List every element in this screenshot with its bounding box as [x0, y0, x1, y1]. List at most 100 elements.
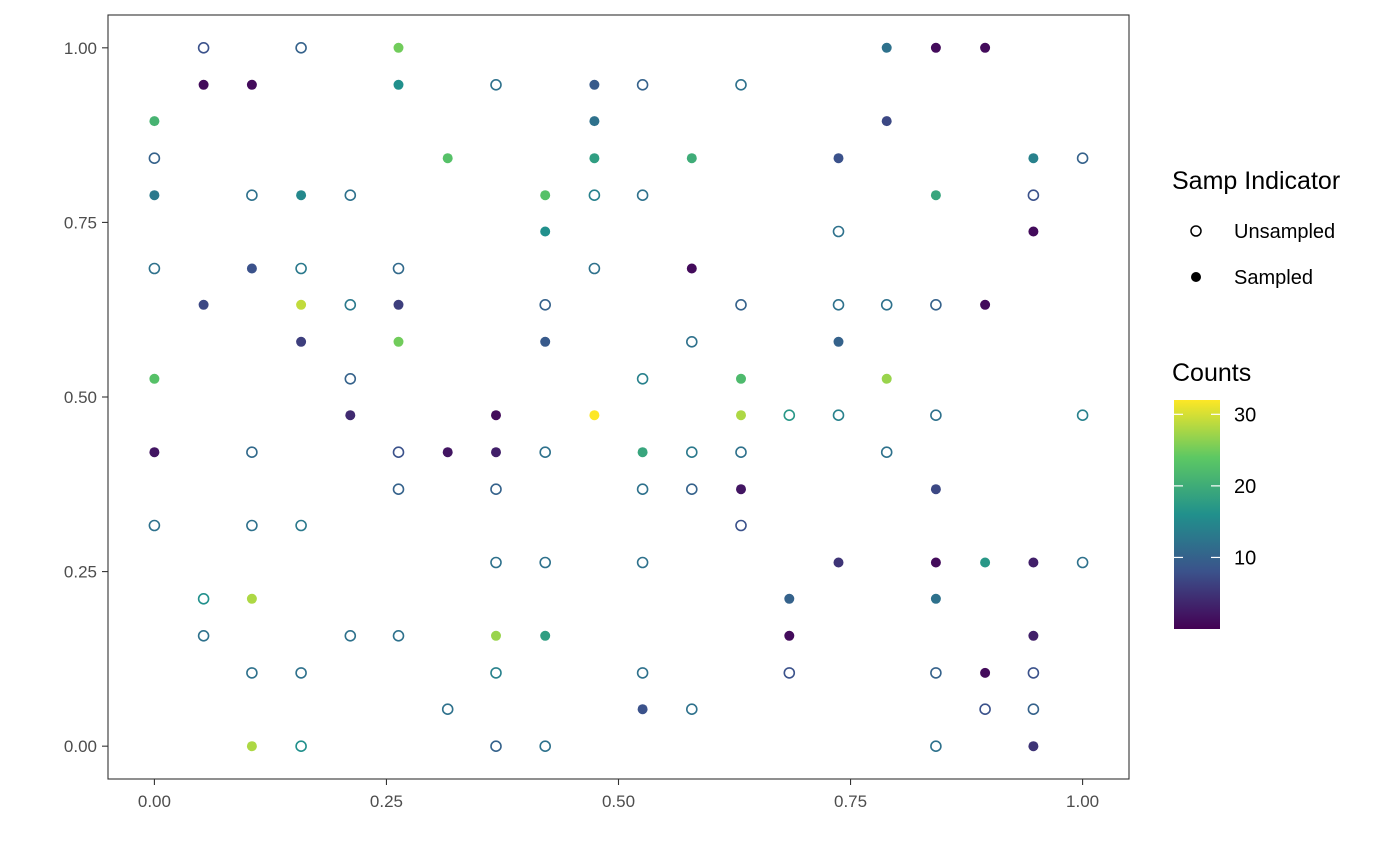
- data-point-67: [930, 409, 942, 422]
- colorbar-tick-label-1: 20: [1234, 476, 1256, 498]
- data-point-54: [685, 335, 698, 348]
- legend-key-sampled: [1191, 272, 1201, 282]
- data-point-123: [490, 740, 502, 753]
- data-point-69: [149, 447, 160, 458]
- y-tick-label-4: 1.00: [64, 39, 97, 58]
- y-tick-label-1: 0.25: [64, 563, 97, 582]
- data-point-29: [636, 189, 649, 201]
- data-point-4: [930, 42, 941, 53]
- plot-panel-border: [107, 14, 1130, 780]
- data-point-34: [1028, 226, 1039, 237]
- data-point-65: [783, 409, 796, 422]
- data-point-57: [344, 372, 357, 385]
- data-point-50: [980, 299, 991, 310]
- data-point-117: [637, 704, 648, 715]
- data-point-126: [1028, 741, 1039, 752]
- data-point-115: [1027, 667, 1040, 679]
- data-point-71: [392, 446, 405, 459]
- data-point-43: [344, 298, 357, 311]
- data-point-93: [930, 557, 941, 568]
- data-point-85: [148, 519, 161, 532]
- data-point-10: [589, 79, 600, 90]
- data-point-26: [344, 189, 357, 201]
- data-point-101: [197, 629, 210, 642]
- data-point-45: [539, 298, 552, 311]
- data-point-94: [980, 557, 991, 568]
- data-point-116: [441, 703, 454, 716]
- data-point-1: [295, 41, 307, 54]
- data-point-99: [784, 593, 795, 604]
- data-point-24: [246, 189, 258, 201]
- data-point-100: [930, 593, 941, 604]
- data-point-86: [246, 519, 258, 532]
- counts-legend-title: Counts: [1172, 359, 1251, 387]
- data-point-37: [295, 262, 307, 275]
- data-point-81: [636, 483, 649, 496]
- data-point-83: [736, 484, 746, 495]
- data-point-27: [540, 190, 551, 201]
- data-point-22: [1076, 152, 1089, 164]
- data-point-89: [490, 556, 502, 569]
- data-point-31: [1027, 189, 1040, 201]
- data-point-102: [344, 629, 357, 642]
- data-point-46: [735, 298, 747, 311]
- data-point-119: [979, 703, 991, 716]
- x-tick-label-2: 0.50: [602, 792, 635, 811]
- data-point-61: [345, 410, 356, 421]
- data-point-114: [980, 667, 991, 678]
- data-point-36: [246, 263, 257, 274]
- legend: Samp Indicator Unsampled Sampled Counts …: [1172, 167, 1340, 629]
- data-point-5: [980, 42, 991, 53]
- data-point-78: [880, 446, 893, 459]
- data-point-112: [783, 667, 796, 679]
- data-point-76: [685, 446, 698, 459]
- data-point-2: [393, 42, 404, 53]
- data-point-11: [636, 79, 649, 91]
- data-point-79: [392, 483, 405, 496]
- axes: 0.00 0.25 0.50 0.75 1.00 0.00 0.25 0.50 0.75 1.00: [64, 39, 1099, 811]
- data-point-82: [685, 483, 698, 496]
- data-point-72: [442, 447, 453, 458]
- data-point-91: [636, 556, 649, 569]
- data-point-63: [589, 410, 600, 421]
- data-point-30: [930, 190, 941, 201]
- data-point-48: [880, 298, 893, 311]
- data-point-109: [295, 667, 307, 679]
- plot-panel: [107, 14, 1130, 780]
- data-point-122: [295, 740, 307, 753]
- data-point-51: [296, 336, 307, 347]
- data-point-75: [637, 447, 648, 458]
- data-point-73: [491, 447, 501, 458]
- data-point-118: [685, 703, 698, 716]
- data-point-13: [149, 116, 160, 127]
- data-point-18: [589, 153, 600, 164]
- data-point-42: [296, 299, 307, 310]
- data-point-9: [490, 79, 502, 91]
- data-point-0: [197, 41, 210, 54]
- data-point-33: [832, 225, 845, 238]
- data-point-53: [540, 336, 551, 347]
- data-point-21: [1028, 153, 1039, 164]
- data-point-28: [588, 189, 601, 201]
- data-point-58: [636, 372, 649, 385]
- y-tick-label-2: 0.50: [64, 388, 97, 407]
- data-point-6: [198, 79, 209, 90]
- colorbar-tick-label-2: 30: [1234, 404, 1256, 426]
- y-tick-label-0: 0.00: [64, 737, 97, 756]
- data-point-68: [1076, 409, 1089, 422]
- data-point-121: [246, 741, 257, 752]
- data-point-12: [735, 79, 747, 91]
- data-point-64: [736, 410, 746, 421]
- data-points: [148, 41, 1089, 753]
- data-point-77: [735, 446, 747, 459]
- x-tick-label-0: 0.00: [138, 792, 171, 811]
- data-point-107: [1028, 630, 1039, 641]
- data-point-110: [490, 667, 502, 679]
- data-point-23: [149, 190, 160, 201]
- counts-colorbar: 10 20 30: [1174, 400, 1256, 629]
- data-point-62: [491, 410, 501, 421]
- data-point-92: [833, 557, 844, 568]
- legend-label-sampled: Sampled: [1234, 267, 1313, 289]
- data-point-108: [246, 667, 258, 679]
